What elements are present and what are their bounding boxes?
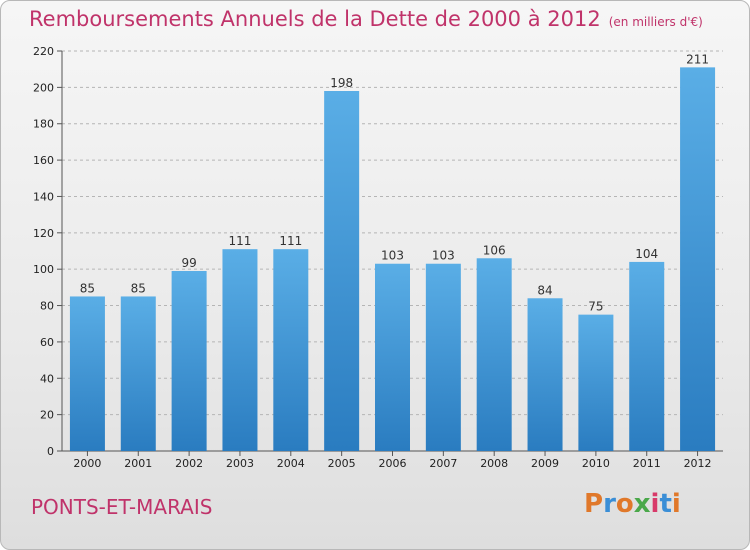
y-tick-label: 120 [33, 227, 54, 240]
brand-letter: i [650, 489, 660, 519]
data-label: 198 [330, 76, 353, 90]
brand-letter: t [659, 489, 672, 519]
y-tick-label: 40 [40, 372, 54, 385]
y-tick-label: 180 [33, 118, 54, 131]
data-label: 103 [432, 249, 455, 263]
x-tick-label: 2012 [684, 457, 712, 470]
data-label: 103 [381, 249, 404, 263]
y-tick-label: 80 [40, 300, 54, 313]
brand-letter: P [584, 489, 604, 519]
brand-logo: Proxiti [584, 489, 681, 519]
bar [578, 314, 614, 451]
data-label: 85 [80, 281, 95, 295]
data-label: 111 [279, 234, 302, 248]
brand-letter: o [615, 489, 634, 519]
x-tick-label: 2003 [226, 457, 254, 470]
bar [120, 296, 156, 451]
x-tick-label: 2006 [379, 457, 407, 470]
x-tick-label: 2007 [429, 457, 457, 470]
x-tick-label: 2004 [277, 457, 305, 470]
x-tick-label: 2010 [582, 457, 610, 470]
bar [425, 263, 461, 451]
bar [273, 249, 309, 451]
y-tick-label: 200 [33, 81, 54, 94]
data-label: 85 [131, 281, 146, 295]
bar [222, 249, 258, 451]
city-name: PONTS-ET-MARAIS [31, 495, 213, 519]
y-tick-label: 160 [33, 154, 54, 167]
data-label: 84 [537, 283, 552, 297]
bar [171, 271, 207, 451]
brand-letter: x [633, 489, 651, 519]
y-tick-label: 100 [33, 263, 54, 276]
x-tick-label: 2001 [124, 457, 152, 470]
chart-title-text: Remboursements Annuels de la Dette de 20… [29, 7, 601, 31]
data-label: 75 [588, 300, 603, 314]
x-tick-label: 2002 [175, 457, 203, 470]
bar [324, 91, 360, 451]
x-tick-label: 2000 [73, 457, 101, 470]
x-tick-label: 2008 [480, 457, 508, 470]
bar [476, 258, 512, 451]
bar [527, 298, 563, 451]
y-tick-label: 0 [47, 445, 54, 458]
brand-letter: i [671, 489, 681, 519]
bar [69, 296, 105, 451]
x-tick-label: 2011 [633, 457, 661, 470]
bar [680, 67, 716, 451]
chart-title: Remboursements Annuels de la Dette de 20… [29, 7, 703, 31]
data-label: 211 [686, 52, 709, 66]
data-label: 111 [229, 234, 252, 248]
y-tick-label: 20 [40, 409, 54, 422]
data-label: 106 [483, 243, 506, 257]
chart-unit: (en milliers d'€) [608, 15, 703, 29]
data-label: 104 [635, 247, 658, 261]
y-tick-label: 60 [40, 336, 54, 349]
bar [629, 261, 665, 451]
y-tick-label: 140 [33, 190, 54, 203]
x-tick-label: 2005 [328, 457, 356, 470]
bar [375, 263, 410, 451]
data-label: 99 [181, 256, 196, 270]
brand-letter: r [603, 489, 616, 519]
y-tick-label: 220 [33, 45, 54, 58]
x-tick-label: 2009 [531, 457, 559, 470]
